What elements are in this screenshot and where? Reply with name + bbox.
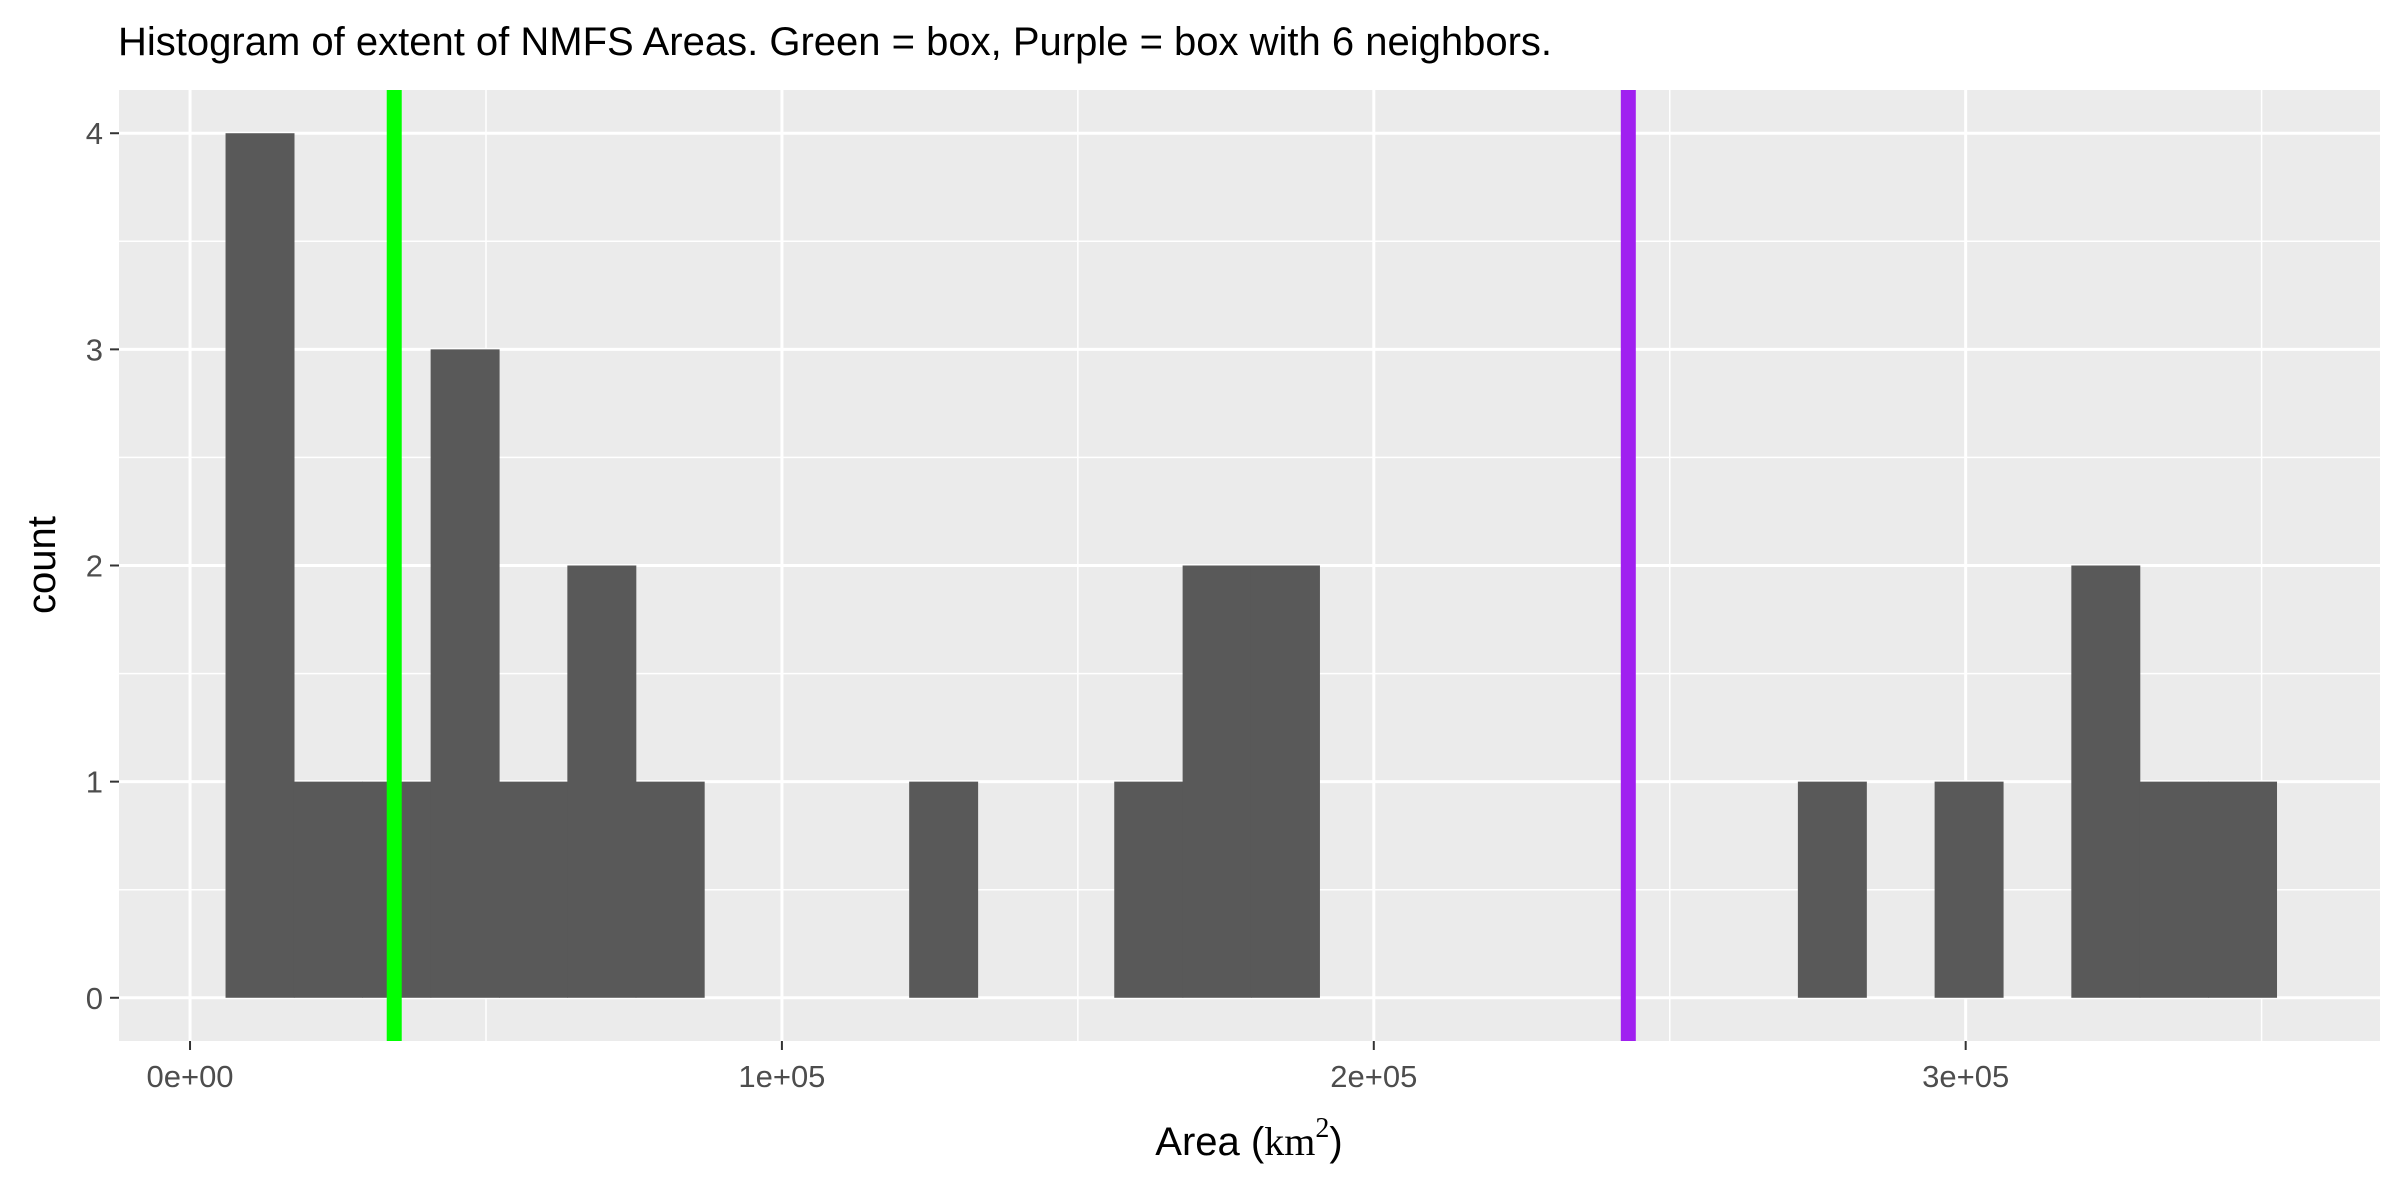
- histogram-bar: [1182, 565, 1252, 998]
- histogram-bar: [225, 133, 295, 998]
- histogram-bar: [498, 781, 568, 998]
- y-tick-label: 3: [86, 332, 103, 367]
- histogram-bar: [567, 565, 637, 998]
- x-axis: 0e+00 1e+05 2e+05 3e+05: [146, 1041, 2009, 1094]
- x-tick-label: 3e+05: [1922, 1059, 2009, 1094]
- x-tick-label: 2e+05: [1330, 1059, 1417, 1094]
- x-axis-title-unit: km: [1264, 1119, 1315, 1164]
- histogram-bars: [225, 133, 2278, 998]
- histogram-bar: [293, 781, 363, 998]
- histogram-bar: [2208, 781, 2278, 998]
- x-axis-title-suffix: ): [1329, 1120, 1342, 1164]
- histogram-bar: [909, 781, 979, 998]
- y-tick-label: 0: [86, 981, 103, 1016]
- x-tick-label: 0e+00: [146, 1059, 233, 1094]
- histogram-bar: [635, 781, 705, 998]
- histogram-bar: [1250, 565, 1320, 998]
- y-axis: 0 1 2 3 4: [86, 116, 119, 1016]
- histogram-bar: [430, 349, 500, 998]
- x-tick-label: 1e+05: [738, 1059, 825, 1094]
- histogram-bar: [1797, 781, 1867, 998]
- y-axis-title: count: [20, 516, 64, 614]
- histogram-bar: [1114, 781, 1184, 998]
- x-axis-title: Area (km2): [1155, 1113, 1342, 1164]
- histogram-bar: [2071, 565, 2141, 998]
- y-tick-label: 2: [86, 549, 103, 584]
- histogram-bar: [2139, 781, 2209, 998]
- histogram-bar: [1934, 781, 2004, 998]
- x-axis-title-prefix: Area (: [1155, 1120, 1265, 1164]
- chart-title: Histogram of extent of NMFS Areas. Green…: [118, 20, 1552, 64]
- reference-lines: [386, 90, 1636, 1041]
- y-tick-label: 1: [86, 765, 103, 800]
- y-tick-label: 4: [86, 116, 103, 151]
- x-axis-title-exponent: 2: [1315, 1113, 1329, 1144]
